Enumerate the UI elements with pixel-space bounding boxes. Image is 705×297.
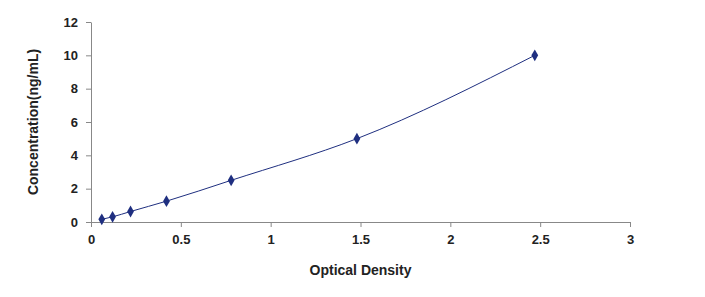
y-tick: 12 (64, 15, 91, 30)
y-tick-mark (86, 55, 91, 56)
data-point (127, 206, 134, 218)
y-tick-label: 2 (71, 181, 78, 196)
x-tick: 1 (268, 222, 275, 247)
data-point (531, 49, 538, 61)
y-tick-mark (86, 89, 91, 90)
x-tick-mark (181, 222, 182, 227)
y-tick-mark (86, 122, 91, 123)
y-tick: 4 (71, 148, 91, 163)
x-tick-label: 2.5 (532, 232, 550, 247)
y-tick-mark (86, 155, 91, 156)
y-axis-title: Concentration(ng/mL) (25, 49, 41, 195)
y-tick-label: 12 (64, 15, 78, 30)
data-point (109, 211, 116, 223)
y-tick: 10 (64, 48, 91, 63)
x-tick-mark (361, 222, 362, 227)
x-tick: 2 (447, 222, 454, 247)
y-tick-label: 8 (71, 81, 78, 96)
y-axis: 0 2 4 6 8 10 12 (64, 15, 92, 230)
y-tick-label: 10 (64, 48, 78, 63)
chart: 0 0.5 1 1.5 2 2.5 3 0 2 4 6 8 10 12 Optical Density Con… (0, 0, 705, 297)
x-tick-mark (271, 222, 272, 227)
data-point (228, 174, 235, 186)
y-tick: 0 (71, 215, 91, 230)
series (98, 49, 538, 225)
y-tick-label: 4 (71, 148, 79, 163)
x-tick: 1.5 (352, 222, 370, 247)
data-point (98, 213, 105, 225)
x-tick-label: 1 (268, 232, 275, 247)
y-tick: 8 (71, 81, 91, 96)
y-tick: 2 (71, 181, 91, 196)
x-tick-label: 3 (627, 232, 634, 247)
x-tick-label: 0.5 (172, 232, 190, 247)
x-tick-mark (450, 222, 451, 227)
y-tick-label: 6 (71, 115, 78, 130)
x-tick-mark (630, 222, 631, 227)
x-tick: 0 (88, 222, 95, 247)
y-axis-line (91, 23, 92, 223)
x-tick: 0.5 (172, 222, 190, 247)
y-tick-mark (86, 22, 91, 23)
x-tick-label: 1.5 (352, 232, 370, 247)
x-tick-mark (91, 222, 92, 227)
data-point (163, 195, 170, 207)
x-tick-mark (540, 222, 541, 227)
x-tick: 3 (627, 222, 634, 247)
plot: 0 0.5 1 1.5 2 2.5 3 0 2 4 6 8 10 12 (64, 15, 635, 248)
curve (102, 55, 535, 219)
y-tick-label: 0 (71, 215, 78, 230)
y-tick: 6 (71, 115, 91, 130)
y-tick-mark (86, 189, 91, 190)
x-axis: 0 0.5 1 1.5 2 2.5 3 (88, 222, 634, 247)
x-tick: 2.5 (532, 222, 550, 247)
data-point (354, 133, 361, 145)
x-tick-label: 2 (447, 232, 454, 247)
y-tick-mark (86, 222, 91, 223)
x-axis-title: Optical Density (310, 262, 412, 278)
x-tick-label: 0 (88, 232, 95, 247)
